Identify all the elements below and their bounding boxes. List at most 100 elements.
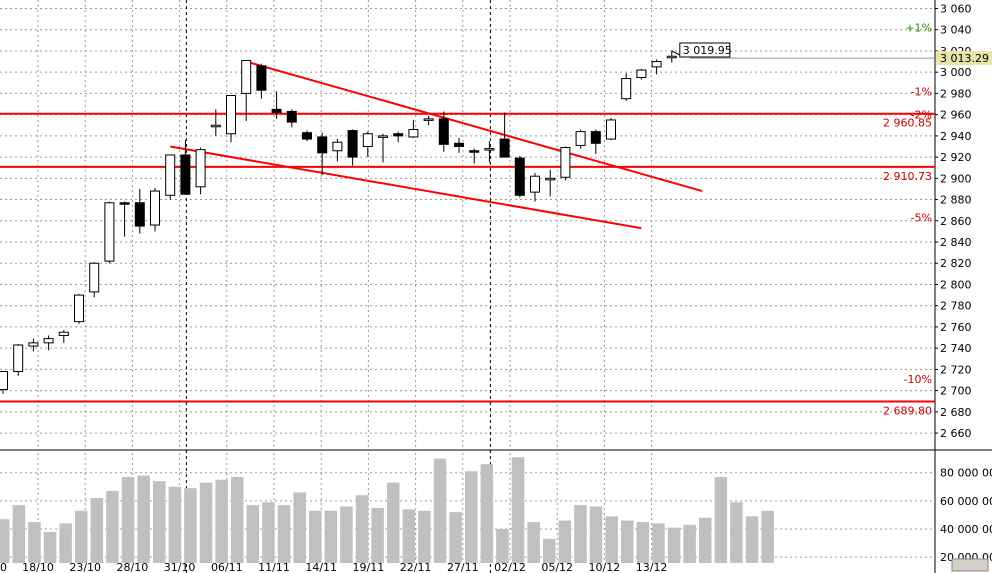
volume-bar [543,538,556,563]
price-tick-label: 2 720 [940,363,972,376]
candle [134,188,145,234]
date-tick-label: 11/11 [258,561,290,573]
candle-body-down [286,110,297,123]
candle-body-up [560,147,571,178]
date-tick-label: 06/11 [211,561,243,573]
candle [575,129,586,149]
candle [0,371,8,394]
candle [408,119,419,138]
high-callout-label: 3 019.95 [683,44,732,57]
percent-label: +1% [905,22,932,35]
candle-body-up [165,154,176,196]
volume-bar [184,488,197,563]
candle-body-up [408,128,419,138]
date-tick-label: 18/10 [22,561,54,573]
price-tick-label: 2 980 [940,87,972,100]
volume-bar [309,510,322,563]
candle-body-up [621,78,632,100]
volume-tick-label: 80 000 000 [940,467,992,480]
volume-bar [402,509,416,563]
date-tick-label: 22/11 [400,561,432,573]
candle-body-down [438,118,449,145]
volume-bar [106,491,119,563]
candle [150,187,160,232]
candle-body-up [575,131,586,146]
volume-bar [371,507,384,563]
volume-bar [153,481,166,563]
candle [332,139,343,162]
volume-bar [761,510,774,563]
candle-body-down [271,108,282,114]
candle-body-up [332,141,343,152]
volume-bar [527,521,540,563]
candle-body-down [317,136,328,154]
candle-body-up [43,338,54,344]
volume-bar [121,476,135,563]
candle-body-up [241,60,252,94]
candle-body-up [636,69,647,78]
candle [210,109,221,136]
candle [606,117,616,141]
volume-bar [621,520,634,563]
candle [423,115,434,126]
candle-body-down [347,130,358,158]
candle [286,109,297,128]
candle [271,91,282,119]
volume-bar [480,464,494,563]
date-tick-label: 28/10 [117,561,149,573]
candle [454,137,464,153]
candle [89,262,100,298]
candle-body-up [484,148,495,151]
volume-bar [0,519,10,563]
candle [545,169,556,197]
date-tick-label: 13/12 [636,561,668,573]
date-tick-label: 19/11 [353,561,385,573]
volume-bar [667,527,681,563]
volume-bar [75,510,88,563]
percent-label: -2% [911,109,932,122]
volume-bar [215,479,228,563]
volume-bar [558,520,572,563]
volume-bar [324,510,338,563]
volume-tick-label: 60 000 000 [940,495,992,508]
high-callout-pointer [671,50,681,56]
volume-bar [355,495,369,563]
volume-bar [745,516,759,563]
last-price-label: 3 013.29 [940,52,989,65]
candle-body-up [13,344,24,373]
level-label: 2 960.85 [883,117,932,130]
scroll-handle [951,558,989,572]
price-tick-label: 2 840 [940,236,972,249]
volume-bar [137,475,150,563]
candle [43,335,54,351]
volume-bar [59,523,72,563]
price-tick-label: 3 060 [940,2,972,15]
candle-body-down [393,133,404,137]
level-label: 2 689.80 [883,404,932,417]
candle [378,133,388,163]
candle [74,294,84,324]
volume-bar [168,486,182,563]
candle [119,201,130,237]
price-tick-label: 2 960 [940,109,972,122]
candle [347,129,358,166]
volume-bar [28,521,41,563]
price-tick-label: 3 000 [940,66,972,79]
candle-body-up [89,262,100,293]
candle [636,68,647,80]
candle-body-up [651,61,662,68]
volume-bar [90,498,104,563]
volume-bar [293,492,306,563]
candle [58,330,69,343]
volume-bar [511,457,525,563]
percent-label: -10% [904,373,932,386]
candle [590,129,601,154]
candle-body-down [454,142,464,147]
high-callout-box [679,42,731,58]
candle [195,147,206,195]
date-tick-label: 0 [0,561,7,573]
candle [302,130,312,142]
volume-bar [714,476,728,563]
volume-bar [418,510,431,563]
